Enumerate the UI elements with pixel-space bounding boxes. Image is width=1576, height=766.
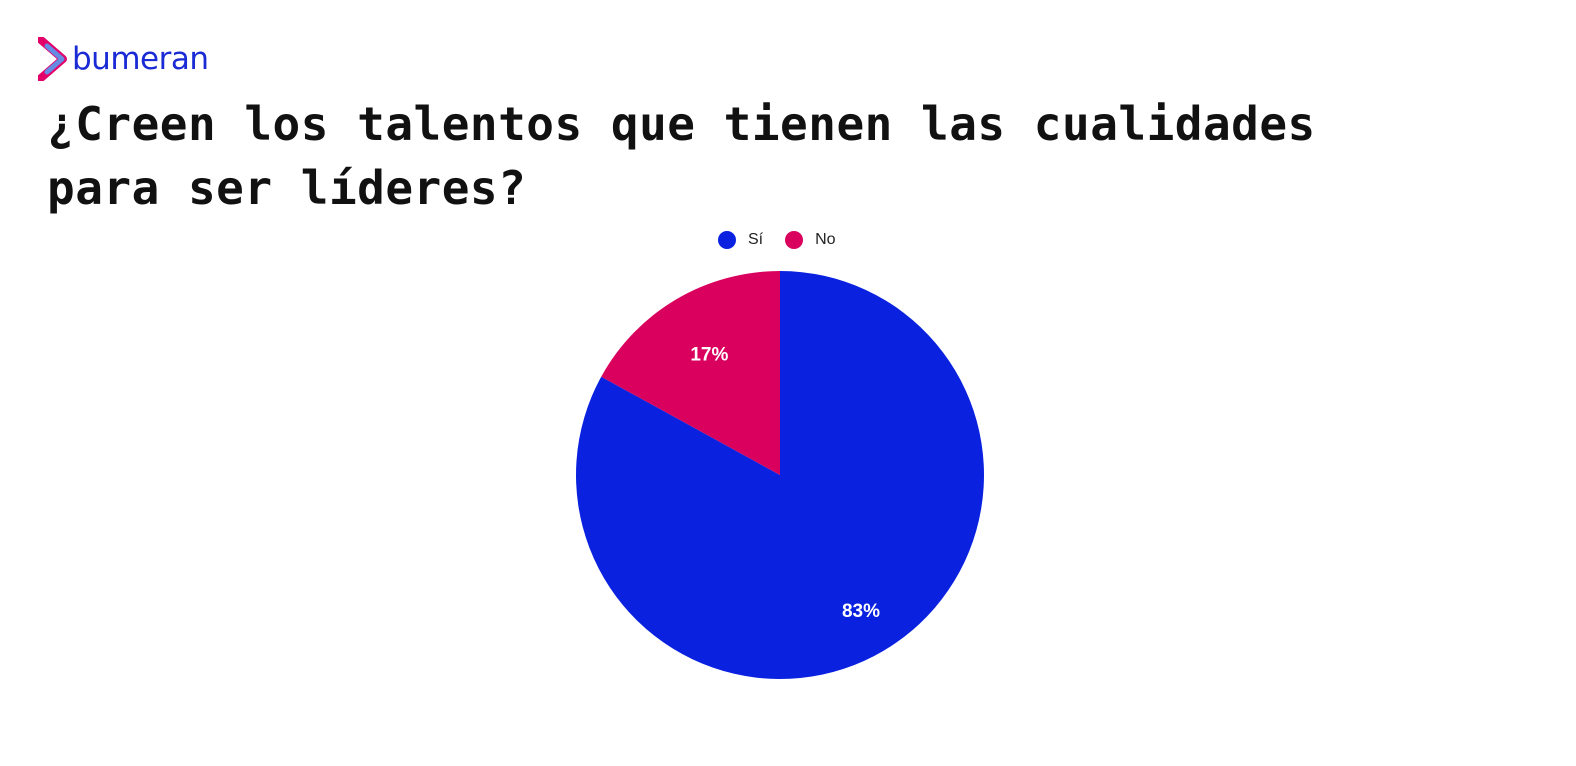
slice-label-si: 83% bbox=[842, 601, 880, 622]
brand-logo: bumeran bbox=[38, 36, 209, 82]
pie-chart: 83% 17% bbox=[576, 271, 984, 679]
bumeran-chevron-logo-icon bbox=[38, 37, 67, 81]
brand-name: bumeran bbox=[72, 40, 209, 77]
legend-item-si: Sí bbox=[718, 231, 763, 249]
legend-item-no: No bbox=[785, 231, 836, 249]
legend-label-si: Sí bbox=[748, 231, 764, 248]
slice-label-no: 17% bbox=[690, 345, 728, 366]
legend-swatch-si bbox=[718, 231, 736, 249]
legend-label-no: No bbox=[815, 231, 836, 248]
legend-swatch-no bbox=[785, 231, 804, 249]
chart-title: ¿Creen los talentos que tienen las cuali… bbox=[47, 97, 1316, 215]
chart-legend: Sí No bbox=[718, 231, 858, 249]
pie-slice-no bbox=[601, 271, 780, 475]
